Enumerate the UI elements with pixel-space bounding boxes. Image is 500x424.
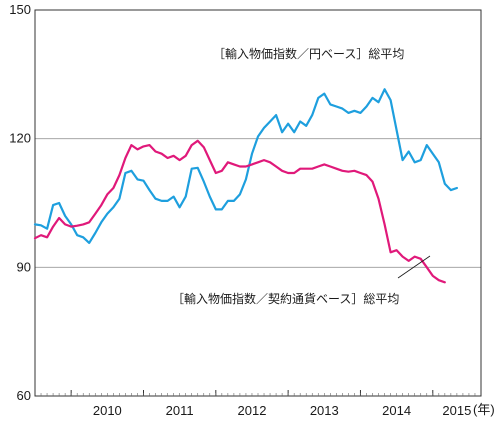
x-tick-label-2013: 2013: [310, 403, 339, 418]
y-tick-label-60: 60: [17, 388, 31, 403]
x-tick-label-2012: 2012: [238, 403, 267, 418]
tick-labels: 150 120 90 60 2010 2011 2012 2013 2014 2015 (年): [9, 2, 494, 418]
series-label-yen-basis: ［輸入物価指数／円ベース］総平均: [213, 46, 404, 61]
x-tick-label-2010: 2010: [93, 403, 122, 418]
x-tick-label-2015: 2015: [442, 403, 471, 418]
axes: [34, 9, 482, 397]
y-tick-label-150: 150: [9, 2, 31, 17]
x-unit-label: (年): [473, 402, 495, 417]
x-tick-label-2014: 2014: [382, 403, 411, 418]
x-tick-label-2011: 2011: [166, 403, 194, 418]
series-label-contract-currency-basis: ［輸入物価指数／契約通貨ベース］総平均: [172, 291, 399, 306]
series-line-yen-basis: [33, 88, 458, 244]
y-tick-label-120: 120: [9, 131, 31, 146]
series-label-leader-line: [397, 255, 431, 279]
series-line-contract-currency-basis: [33, 139, 446, 284]
y-tick-label-90: 90: [17, 259, 31, 274]
series-lines: [33, 88, 458, 284]
